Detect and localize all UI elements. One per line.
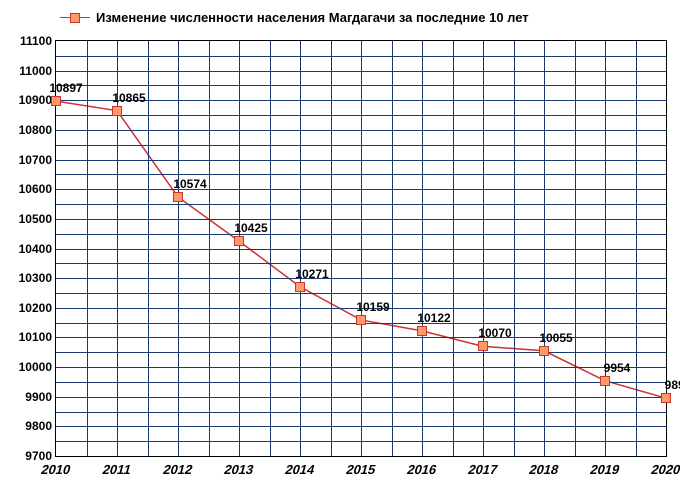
y-axis-label: 10500 <box>19 212 52 226</box>
data-marker <box>234 236 244 246</box>
x-axis-label: 2015 <box>345 462 378 477</box>
y-axis-label: 11100 <box>20 34 52 48</box>
x-axis-label: 2017 <box>467 462 500 477</box>
x-axis-label: 2012 <box>162 462 195 477</box>
data-value-label: 10271 <box>295 267 328 281</box>
y-axis-label: 10100 <box>19 330 52 344</box>
x-axis-label: 2018 <box>528 462 561 477</box>
y-axis-label: 10400 <box>19 242 52 256</box>
data-marker <box>661 393 671 403</box>
x-axis-label: 2019 <box>589 462 622 477</box>
y-axis-label: 10600 <box>19 182 52 196</box>
chart-legend: Изменение численности населения Магдагач… <box>60 10 529 25</box>
y-axis-label: 10900 <box>19 93 52 107</box>
y-axis-label: 10200 <box>19 301 52 315</box>
data-value-label: 10159 <box>356 300 389 314</box>
plot-area: 2010201120122013201420152016201720182019… <box>55 40 667 457</box>
data-marker <box>600 376 610 386</box>
x-axis-label: 2013 <box>223 462 256 477</box>
data-marker <box>173 192 183 202</box>
y-axis-label: 9900 <box>25 390 52 404</box>
y-axis-label: 9800 <box>25 419 52 433</box>
y-axis-label: 10700 <box>19 153 52 167</box>
y-axis-label: 9700 <box>25 449 52 463</box>
data-value-label: 9895 <box>665 378 680 392</box>
x-axis-label: 2011 <box>101 462 133 477</box>
y-axis-label: 11000 <box>19 64 52 78</box>
data-marker <box>478 341 488 351</box>
y-axis-label: 10000 <box>19 360 52 374</box>
data-value-label: 10574 <box>173 177 206 191</box>
data-marker <box>417 326 427 336</box>
data-value-label: 10122 <box>417 311 450 325</box>
data-value-label: 10897 <box>49 81 82 95</box>
data-value-label: 9954 <box>604 361 631 375</box>
y-axis-label: 10800 <box>19 123 52 137</box>
legend-marker-icon <box>60 17 90 19</box>
data-marker <box>51 96 61 106</box>
y-axis-label: 10300 <box>19 271 52 285</box>
x-axis-label: 2010 <box>40 462 73 477</box>
data-value-label: 10055 <box>539 331 572 345</box>
x-axis-label: 2016 <box>406 462 439 477</box>
legend-label: Изменение численности населения Магдагач… <box>96 10 529 25</box>
population-chart: Изменение численности населения Магдагач… <box>0 0 680 500</box>
data-marker <box>356 315 366 325</box>
data-value-label: 10070 <box>478 326 511 340</box>
x-axis-label: 2020 <box>650 462 680 477</box>
data-marker <box>539 346 549 356</box>
data-marker <box>295 282 305 292</box>
data-value-label: 10865 <box>112 91 145 105</box>
data-marker <box>112 106 122 116</box>
x-axis-label: 2014 <box>284 462 317 477</box>
data-value-label: 10425 <box>234 221 267 235</box>
